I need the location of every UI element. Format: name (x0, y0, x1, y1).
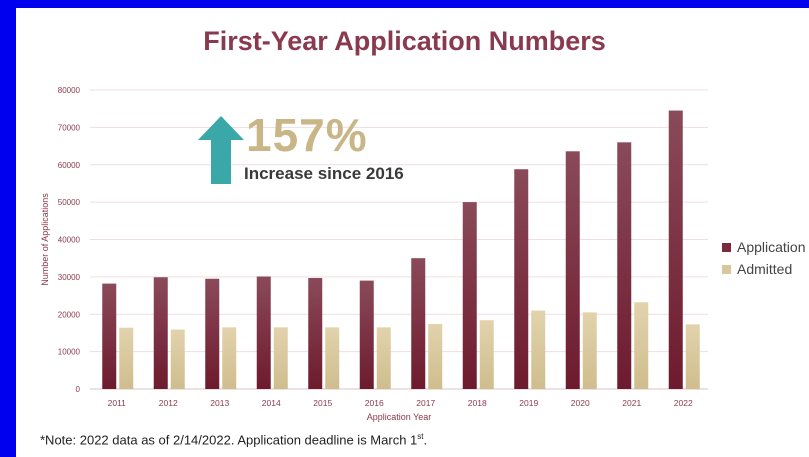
bar-admitted-2022 (685, 324, 700, 389)
y-tick-label: 60000 (58, 161, 81, 170)
y-axis-title: Number of Applications (40, 193, 50, 286)
bar-admitted-2015 (325, 327, 340, 389)
bar-application-2013 (205, 278, 220, 389)
footnote: *Note: 2022 data as of 2/14/2022. Applic… (40, 432, 427, 447)
bar-application-2019 (514, 169, 529, 389)
legend-label-admitted: Admitted (737, 261, 793, 277)
footnote-superscript: st (417, 432, 424, 441)
bar-admitted-2013 (222, 327, 237, 389)
bar-application-2020 (565, 151, 580, 389)
bar-application-2012 (153, 277, 168, 389)
bar-application-2022 (668, 110, 683, 390)
bar-application-2016 (359, 280, 374, 389)
x-tick-label: 2018 (468, 398, 487, 408)
legend-swatch-application (722, 242, 731, 252)
bar-application-2021 (617, 142, 632, 389)
bar-admitted-2019 (531, 310, 546, 389)
legend-label-application: Application (737, 239, 806, 255)
bar-application-2015 (308, 277, 323, 389)
x-tick-label: 2016 (365, 398, 384, 408)
x-tick-label: 2020 (571, 398, 590, 408)
y-tick-label: 0 (76, 385, 81, 394)
bar-admitted-2021 (634, 302, 649, 389)
legend: Application Admitted (722, 236, 806, 280)
bar-application-2014 (256, 276, 271, 389)
footnote-end: . (423, 432, 428, 448)
x-tick-label: 2014 (262, 398, 281, 408)
bar-admitted-2011 (119, 327, 134, 389)
bar-application-2017 (411, 258, 426, 389)
y-tick-label: 80000 (58, 86, 81, 95)
chart-title: First-Year Application Numbers (203, 26, 606, 56)
increase-caption: Increase since 2016 (244, 164, 404, 183)
bar-admitted-2017 (428, 323, 443, 389)
legend-item-application: Application (722, 236, 806, 258)
y-tick-label: 10000 (58, 348, 81, 357)
bar-application-2011 (102, 283, 117, 389)
y-tick-label: 50000 (58, 198, 81, 207)
up-arrow-icon (198, 116, 244, 184)
y-tick-label: 70000 (58, 123, 81, 132)
bar-admitted-2012 (170, 329, 185, 389)
legend-swatch-admitted (722, 264, 731, 274)
x-tick-label: 2017 (416, 398, 435, 408)
x-tick-label: 2021 (622, 398, 641, 408)
y-tick-label: 30000 (58, 273, 81, 282)
x-tick-label: 2011 (108, 398, 127, 408)
bar-admitted-2020 (582, 312, 597, 389)
bar-admitted-2014 (273, 327, 288, 389)
bar-admitted-2016 (376, 327, 391, 389)
y-tick-label: 20000 (58, 310, 81, 319)
x-tick-label: 2013 (210, 398, 229, 408)
footnote-text: *Note: 2022 data as of 2/14/2022. Applic… (40, 432, 418, 448)
x-axis-title: Application Year (367, 412, 432, 422)
x-tick-label: 2015 (313, 398, 332, 408)
x-tick-label: 2022 (674, 398, 693, 408)
legend-item-admitted: Admitted (722, 258, 806, 280)
increase-percent: 157% (246, 109, 368, 161)
x-tick-label: 2019 (519, 398, 538, 408)
bar-admitted-2018 (479, 320, 494, 389)
x-tick-label: 2012 (159, 398, 178, 408)
bar-application-2018 (462, 202, 477, 389)
y-tick-label: 40000 (58, 236, 81, 245)
